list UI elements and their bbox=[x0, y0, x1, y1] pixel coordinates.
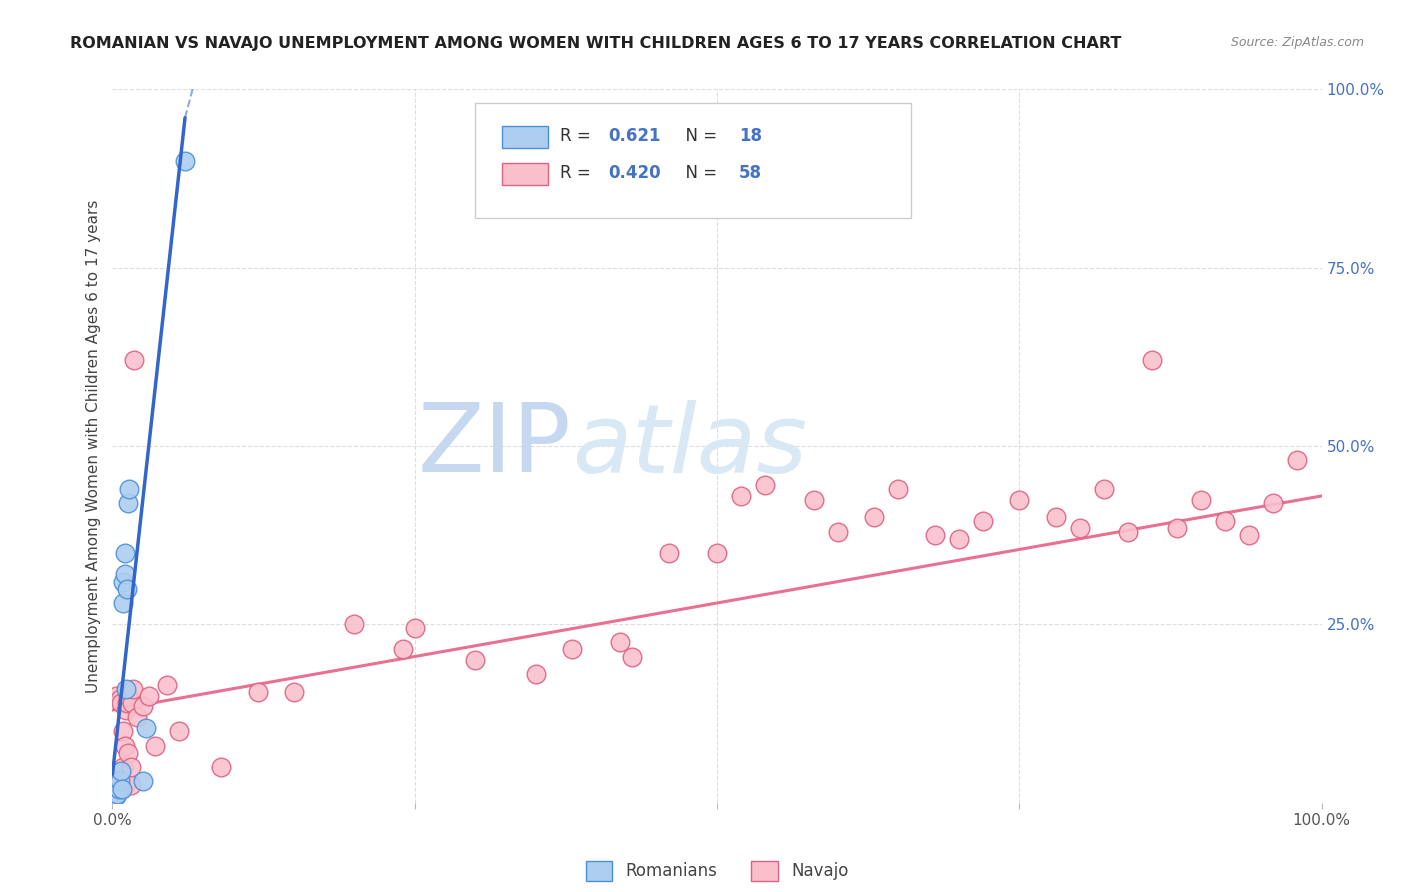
Point bbox=[972, 514, 994, 528]
Point bbox=[1008, 492, 1031, 507]
Point bbox=[135, 721, 157, 735]
Point bbox=[1286, 453, 1309, 467]
Point bbox=[167, 724, 190, 739]
Point bbox=[121, 696, 143, 710]
Point bbox=[524, 667, 547, 681]
Text: 0.420: 0.420 bbox=[609, 164, 661, 182]
Point bbox=[1166, 521, 1188, 535]
Text: R =: R = bbox=[560, 128, 596, 145]
Point bbox=[1116, 524, 1139, 539]
Point bbox=[1213, 514, 1236, 528]
FancyBboxPatch shape bbox=[502, 127, 548, 148]
Point bbox=[621, 649, 644, 664]
Point bbox=[104, 785, 127, 799]
Point bbox=[112, 596, 135, 610]
Text: ROMANIAN VS NAVAJO UNEMPLOYMENT AMONG WOMEN WITH CHILDREN AGES 6 TO 17 YEARS COR: ROMANIAN VS NAVAJO UNEMPLOYMENT AMONG WO… bbox=[70, 36, 1122, 51]
Point bbox=[114, 703, 136, 717]
Point bbox=[948, 532, 970, 546]
Point bbox=[1263, 496, 1285, 510]
Point bbox=[561, 642, 583, 657]
Point bbox=[111, 781, 134, 796]
Text: 58: 58 bbox=[738, 164, 762, 182]
Y-axis label: Unemployment Among Women with Children Ages 6 to 17 years: Unemployment Among Women with Children A… bbox=[86, 199, 101, 693]
Point bbox=[114, 681, 136, 696]
Point bbox=[117, 689, 139, 703]
Point bbox=[132, 774, 155, 789]
Point bbox=[404, 621, 426, 635]
Point bbox=[108, 692, 131, 706]
Point bbox=[156, 678, 179, 692]
Point bbox=[1045, 510, 1067, 524]
Point bbox=[174, 153, 197, 168]
Point bbox=[706, 546, 728, 560]
Point bbox=[283, 685, 305, 699]
Text: Source: ZipAtlas.com: Source: ZipAtlas.com bbox=[1230, 36, 1364, 49]
Point bbox=[827, 524, 849, 539]
Text: 0.621: 0.621 bbox=[609, 128, 661, 145]
FancyBboxPatch shape bbox=[475, 103, 911, 218]
Point bbox=[107, 781, 129, 796]
Point bbox=[115, 696, 138, 710]
Text: atlas: atlas bbox=[572, 400, 807, 492]
Point bbox=[112, 760, 135, 774]
Point bbox=[110, 696, 132, 710]
Point bbox=[114, 739, 136, 753]
Point bbox=[125, 710, 148, 724]
Point bbox=[112, 574, 135, 589]
Text: 18: 18 bbox=[738, 128, 762, 145]
Point bbox=[114, 546, 136, 560]
Point bbox=[112, 724, 135, 739]
Point bbox=[122, 681, 145, 696]
Point bbox=[122, 353, 145, 368]
Point bbox=[107, 774, 129, 789]
Point bbox=[1092, 482, 1115, 496]
Point bbox=[1142, 353, 1164, 368]
Text: R =: R = bbox=[560, 164, 596, 182]
Point bbox=[114, 778, 136, 792]
Point bbox=[118, 482, 141, 496]
Point bbox=[209, 760, 232, 774]
Point bbox=[105, 787, 128, 801]
Point bbox=[1237, 528, 1260, 542]
Point bbox=[105, 789, 128, 803]
Point bbox=[803, 492, 825, 507]
Point bbox=[887, 482, 910, 496]
Point bbox=[863, 510, 886, 524]
Point bbox=[132, 699, 155, 714]
Legend: Romanians, Navajo: Romanians, Navajo bbox=[579, 855, 855, 888]
Point bbox=[464, 653, 486, 667]
Point bbox=[114, 567, 136, 582]
Point bbox=[343, 617, 366, 632]
Text: N =: N = bbox=[675, 164, 723, 182]
Point bbox=[115, 582, 138, 596]
Point bbox=[117, 496, 139, 510]
Text: ZIP: ZIP bbox=[418, 400, 572, 492]
Point bbox=[1189, 492, 1212, 507]
Point bbox=[143, 739, 166, 753]
Point bbox=[609, 635, 631, 649]
Text: N =: N = bbox=[675, 128, 723, 145]
Point bbox=[138, 689, 160, 703]
Point bbox=[1069, 521, 1091, 535]
Point bbox=[111, 781, 134, 796]
Point bbox=[730, 489, 752, 503]
Point bbox=[110, 764, 132, 778]
Point bbox=[658, 546, 681, 560]
Point bbox=[246, 685, 269, 699]
Point bbox=[120, 760, 142, 774]
Point bbox=[108, 774, 131, 789]
Point bbox=[754, 478, 776, 492]
Point bbox=[105, 689, 128, 703]
Point bbox=[924, 528, 946, 542]
FancyBboxPatch shape bbox=[502, 163, 548, 185]
Point bbox=[120, 778, 142, 792]
Point bbox=[117, 746, 139, 760]
Point bbox=[391, 642, 413, 657]
